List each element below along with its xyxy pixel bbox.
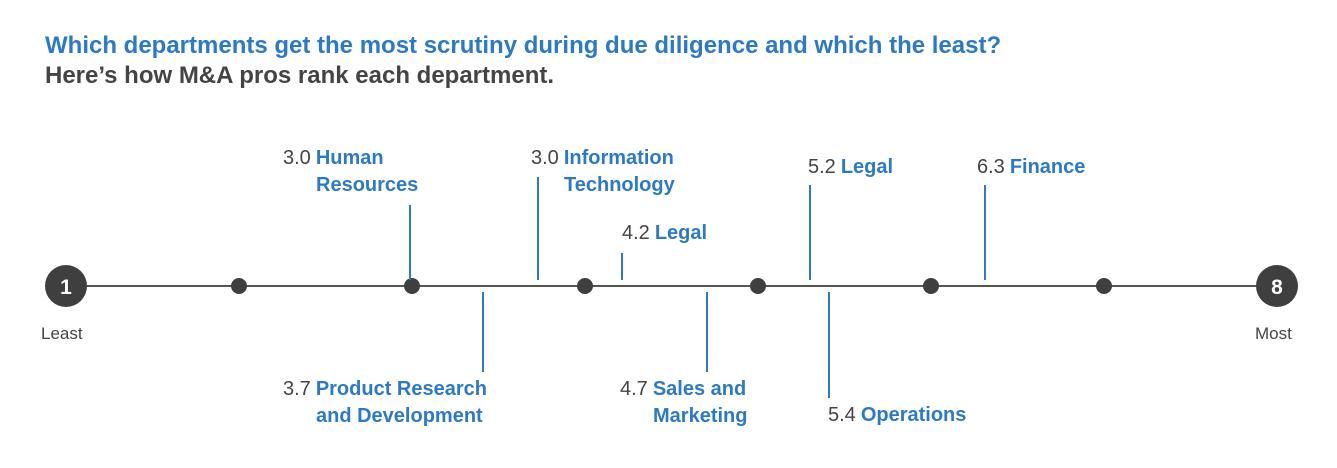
department-name: Information (563, 147, 674, 169)
chart-title: Which departments get the most scrutiny … (45, 32, 1002, 59)
department-name: Operations (860, 404, 967, 426)
tick-dot-3 (404, 278, 420, 294)
department-name: Legal (654, 222, 708, 244)
department-score: 4.2 (622, 222, 650, 244)
department-label: 4.7 Sales and Marketing (620, 376, 747, 430)
chart-subtitle: Here’s how M&A pros rank each department… (45, 62, 555, 89)
tick-dot-2 (231, 278, 247, 294)
tick-dot-7 (1096, 278, 1112, 294)
department-name-line2: Resources (316, 174, 419, 196)
department-name: Finance (1009, 156, 1086, 178)
department-name: Human (315, 147, 384, 169)
department-label: 4.2 Legal (622, 220, 707, 247)
min-badge-circle (45, 265, 87, 307)
least-label: Least (41, 324, 83, 343)
min-badge-text: 1 (60, 276, 72, 299)
department-score: 3.7 (283, 378, 311, 400)
max-badge-text: 8 (1271, 276, 1283, 299)
department-name: Product Research (315, 378, 487, 400)
department-label: 3.7 Product Research and Development (283, 376, 487, 430)
department-score: 5.4 (828, 404, 856, 426)
department-name-line2: and Development (316, 405, 483, 427)
department-name: Sales and (652, 378, 747, 400)
max-badge-circle (1256, 265, 1298, 307)
max-badge: 8 (1256, 265, 1298, 307)
tick-dot-4 (577, 278, 593, 294)
department-name: Legal (840, 156, 894, 178)
department-name-line2: Technology (564, 174, 675, 196)
min-badge: 1 (45, 265, 87, 307)
department-label: 3.0 Information Technology (531, 145, 675, 199)
department-score: 5.2 (808, 156, 836, 178)
department-label: 6.3 Finance (977, 154, 1085, 181)
department-label: 5.2 Legal (808, 154, 893, 181)
tick-dot-6 (923, 278, 939, 294)
tick-dot-5 (750, 278, 766, 294)
department-label: 3.0 Human Resources (283, 145, 418, 199)
department-label: 5.4 Operations (828, 402, 966, 429)
department-score: 4.7 (620, 378, 648, 400)
department-score: 3.0 (531, 147, 559, 169)
department-name-line2: Marketing (653, 405, 748, 427)
department-score: 6.3 (977, 156, 1005, 178)
department-score: 3.0 (283, 147, 311, 169)
most-label: Most (1255, 324, 1292, 343)
